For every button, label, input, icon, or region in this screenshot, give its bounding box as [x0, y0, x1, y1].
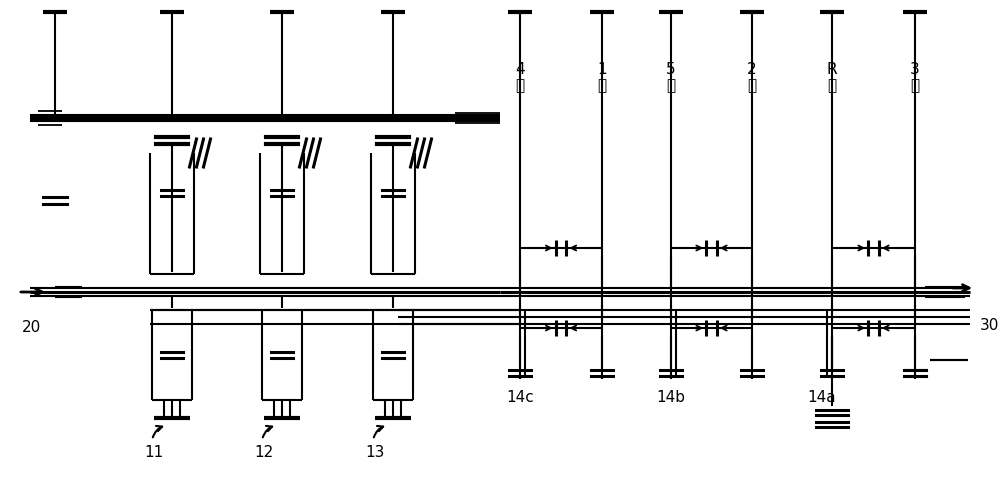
Text: 11: 11 [144, 445, 164, 460]
Text: 1
挡: 1 挡 [597, 62, 607, 93]
Text: 13: 13 [365, 445, 385, 460]
Text: 30: 30 [980, 318, 999, 333]
Text: 14c: 14c [506, 390, 534, 405]
Text: 14b: 14b [656, 390, 686, 405]
Text: 3
挡: 3 挡 [910, 62, 920, 93]
Text: 5
挡: 5 挡 [666, 62, 676, 93]
Text: R
挡: R 挡 [827, 62, 837, 93]
Text: 2
挡: 2 挡 [747, 62, 757, 93]
Text: 12: 12 [254, 445, 274, 460]
Text: 20: 20 [22, 320, 41, 335]
Text: 4
挡: 4 挡 [515, 62, 525, 93]
Text: 14a: 14a [808, 390, 836, 405]
